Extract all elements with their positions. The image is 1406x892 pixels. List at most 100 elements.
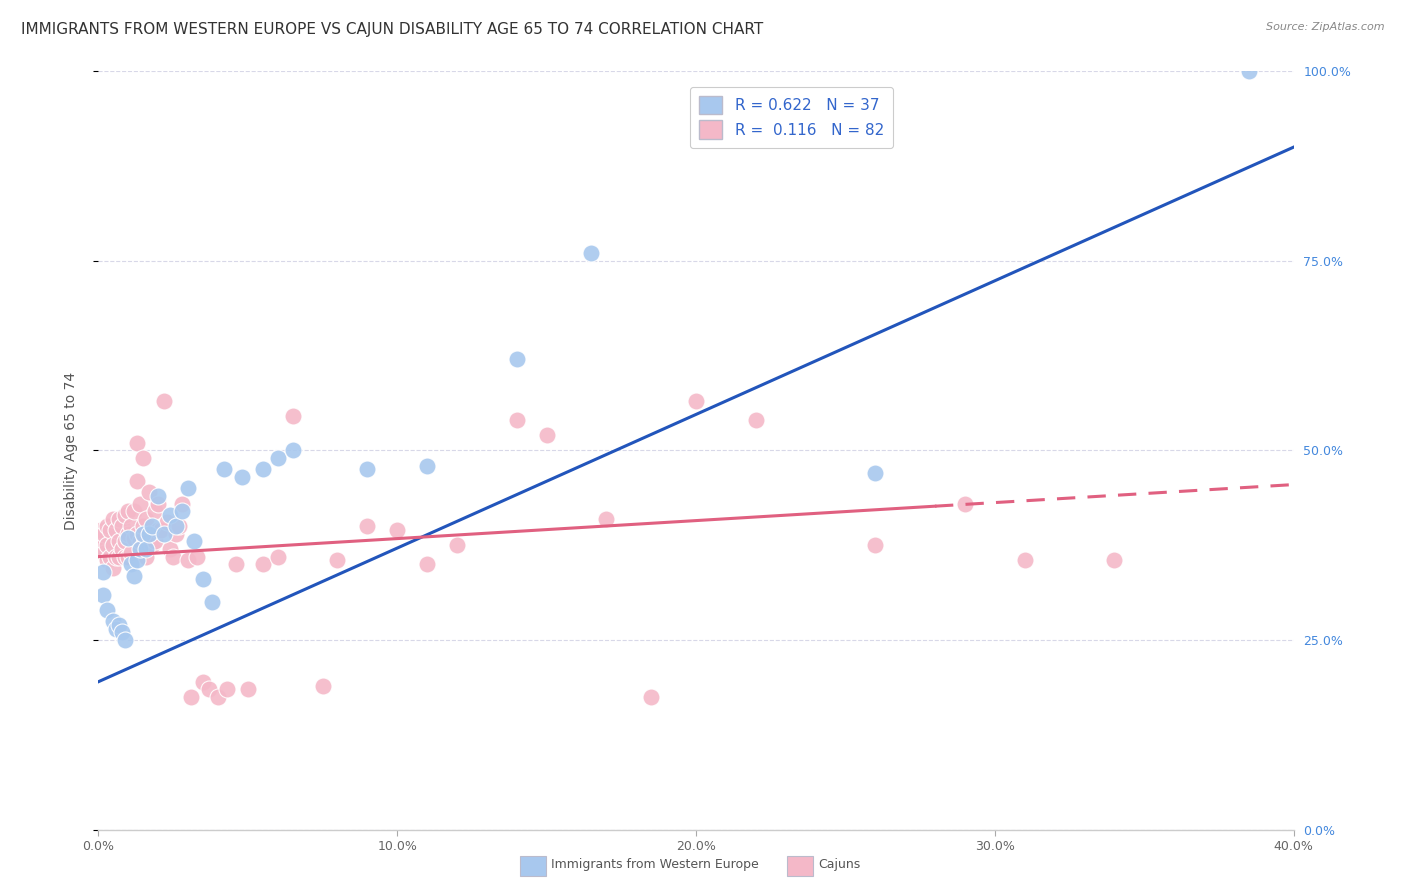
Point: [141, 538, 163, 552]
Text: IMMIGRANTS FROM WESTERN EUROPE VS CAJUN DISABILITY AGE 65 TO 74 CORRELATION CHAR: IMMIGRANTS FROM WESTERN EUROPE VS CAJUN …: [21, 22, 763, 37]
Point: [103, 561, 125, 575]
Point: [148, 496, 170, 510]
Point: [127, 553, 149, 567]
Point: [177, 482, 200, 496]
Point: [138, 526, 160, 541]
Point: [198, 682, 221, 697]
Point: [148, 523, 170, 537]
Point: [117, 504, 139, 518]
Point: [103, 614, 125, 628]
Point: [953, 496, 976, 510]
Point: [356, 462, 378, 476]
Point: [183, 534, 205, 549]
Point: [96, 553, 118, 567]
Point: [1237, 64, 1260, 78]
Point: [215, 682, 238, 697]
Point: [120, 519, 142, 533]
Point: [120, 546, 142, 560]
Point: [105, 622, 128, 636]
Point: [186, 549, 208, 564]
Point: [108, 534, 131, 549]
Point: [156, 516, 179, 530]
Point: [311, 678, 333, 692]
Point: [124, 504, 146, 518]
Point: [117, 549, 139, 564]
Text: Source: ZipAtlas.com: Source: ZipAtlas.com: [1267, 22, 1385, 32]
Point: [177, 553, 200, 567]
Point: [150, 523, 173, 537]
Point: [114, 633, 136, 648]
Point: [165, 526, 187, 541]
Point: [153, 394, 176, 409]
Text: Cajuns: Cajuns: [818, 858, 860, 871]
Point: [96, 538, 118, 552]
Point: [108, 549, 131, 564]
Legend: R = 0.622   N = 37, R =  0.116   N = 82: R = 0.622 N = 37, R = 0.116 N = 82: [690, 87, 893, 148]
Text: Immigrants from Western Europe: Immigrants from Western Europe: [551, 858, 759, 871]
Point: [93, 526, 115, 541]
Point: [212, 462, 235, 476]
Point: [120, 557, 142, 572]
Point: [865, 538, 887, 552]
Point: [281, 409, 304, 424]
Point: [96, 519, 118, 533]
Point: [127, 474, 149, 488]
Point: [124, 568, 146, 582]
Point: [91, 565, 114, 579]
Y-axis label: Disability Age 65 to 74: Disability Age 65 to 74: [63, 371, 77, 530]
Point: [165, 519, 187, 533]
Point: [138, 485, 160, 500]
Point: [103, 512, 125, 526]
Point: [281, 443, 304, 458]
Point: [536, 428, 558, 442]
Point: [108, 512, 131, 526]
Point: [135, 549, 157, 564]
Point: [506, 413, 529, 427]
Point: [135, 542, 157, 557]
Point: [91, 588, 114, 602]
Point: [159, 542, 181, 557]
Point: [745, 413, 768, 427]
Point: [207, 690, 229, 704]
Point: [98, 549, 122, 564]
Point: [93, 546, 115, 560]
Point: [114, 549, 136, 564]
Point: [595, 512, 617, 526]
Point: [105, 523, 128, 537]
Point: [129, 542, 152, 557]
Point: [640, 690, 662, 704]
Point: [162, 549, 184, 564]
Point: [1014, 553, 1036, 567]
Point: [153, 526, 176, 541]
Point: [356, 519, 378, 533]
Point: [127, 436, 149, 450]
Point: [180, 690, 202, 704]
Point: [231, 470, 253, 484]
Point: [141, 519, 163, 533]
Point: [865, 467, 887, 481]
Point: [201, 595, 224, 609]
Point: [114, 534, 136, 549]
Point: [172, 496, 194, 510]
Point: [685, 394, 707, 409]
Point: [267, 549, 290, 564]
Point: [506, 352, 529, 367]
Point: [326, 553, 349, 567]
Point: [252, 557, 274, 572]
Point: [132, 526, 155, 541]
Point: [581, 246, 603, 260]
Point: [124, 531, 146, 545]
Point: [159, 508, 181, 522]
Point: [103, 538, 125, 552]
Point: [191, 674, 214, 689]
Point: [1104, 553, 1126, 567]
Point: [90, 542, 112, 557]
Point: [236, 682, 259, 697]
Point: [143, 534, 166, 549]
Point: [108, 617, 131, 632]
Point: [111, 519, 134, 533]
Point: [114, 508, 136, 522]
Point: [117, 531, 139, 545]
Point: [135, 512, 157, 526]
Point: [96, 603, 118, 617]
